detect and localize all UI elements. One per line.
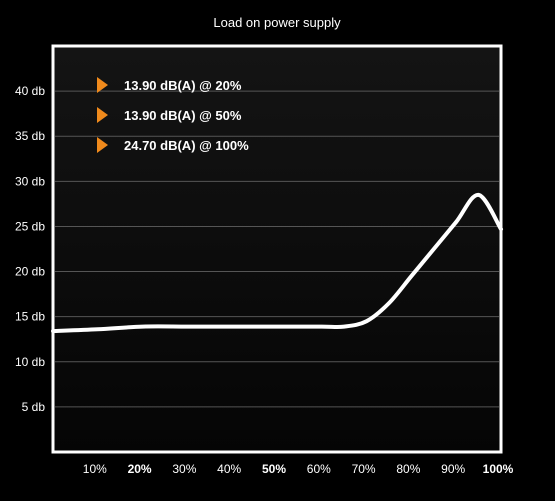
x-tick-label: 100% xyxy=(483,462,514,476)
annotation-list: 13.90 dB(A) @ 20% 13.90 dB(A) @ 50% 24.70 … xyxy=(97,77,249,153)
annotation-text: 13.90 dB(A) @ 20% xyxy=(124,78,242,93)
plot-area xyxy=(51,44,503,454)
x-tick-label: 10% xyxy=(83,462,107,476)
x-tick-label: 80% xyxy=(396,462,420,476)
play-triangle-icon xyxy=(97,77,108,93)
x-tick-label: 30% xyxy=(172,462,196,476)
y-tick-label: 25 db xyxy=(15,219,45,233)
x-tick-label: 20% xyxy=(128,462,152,476)
y-tick-label: 35 db xyxy=(15,129,45,143)
x-tick-label: 40% xyxy=(217,462,241,476)
series-line xyxy=(51,192,503,334)
y-tick-label: 20 db xyxy=(15,265,45,279)
x-tick-label: 60% xyxy=(307,462,331,476)
x-tick-label: 90% xyxy=(441,462,465,476)
annotation-item: 13.90 dB(A) @ 20% xyxy=(97,77,242,93)
play-triangle-icon xyxy=(97,107,108,123)
series-group xyxy=(51,192,503,334)
y-tick-label: 30 db xyxy=(15,174,45,188)
annotation-text: 24.70 dB(A) @ 100% xyxy=(124,138,249,153)
y-tick-label: 40 db xyxy=(15,84,45,98)
x-tick-label: 50% xyxy=(262,462,286,476)
chart-title: Load on power supply xyxy=(213,15,341,30)
play-triangle-icon xyxy=(97,137,108,153)
y-axis-ticks: 5 db 10 db 15 db 20 db 25 db 30 db 35 db 40 db xyxy=(15,84,45,414)
annotation-text: 13.90 dB(A) @ 50% xyxy=(124,108,242,123)
annotation-item: 13.90 dB(A) @ 50% xyxy=(97,107,242,123)
x-axis-ticks: 10% 20% 30% 40% 50% 60% 70% 80% 90% 100% xyxy=(83,462,514,476)
y-tick-label: 10 db xyxy=(15,355,45,369)
y-tick-label: 15 db xyxy=(15,310,45,324)
annotation-item: 24.70 dB(A) @ 100% xyxy=(97,137,249,153)
y-tick-label: 5 db xyxy=(22,400,46,414)
grid-lines xyxy=(55,90,499,408)
x-tick-label: 70% xyxy=(352,462,376,476)
